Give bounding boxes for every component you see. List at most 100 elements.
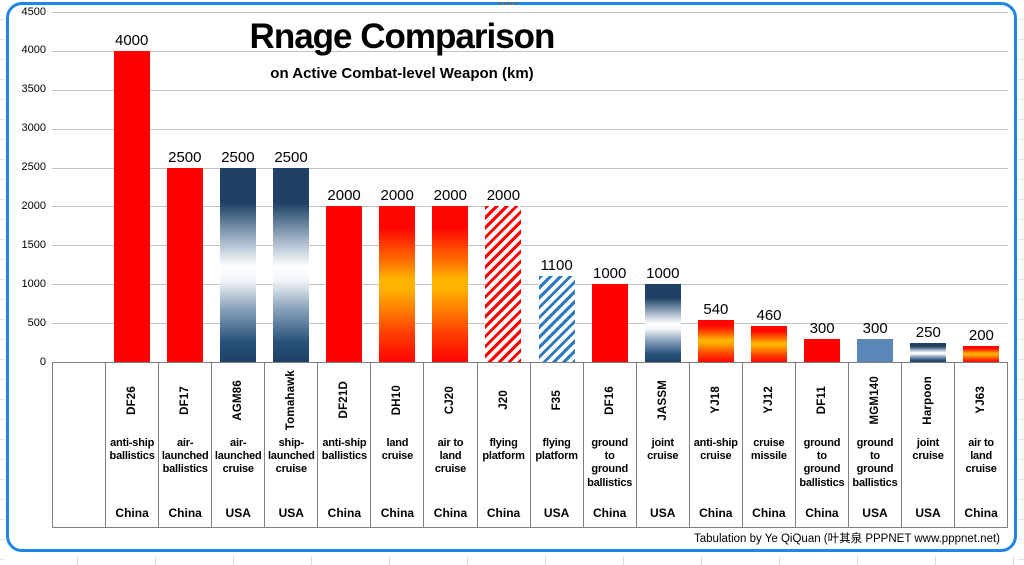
bar[interactable] <box>379 206 416 362</box>
table-column: YJ63 air to land cruise China <box>955 363 1009 527</box>
x-country-label: China <box>805 506 839 520</box>
table-column: Harpoon joint cruise USA <box>902 363 956 527</box>
y-tick-label: 2000 <box>21 199 46 212</box>
y-tick-label: 0 <box>39 355 46 368</box>
y-tick-label: 2500 <box>21 161 46 174</box>
gridline <box>52 206 1008 208</box>
bar-value-label: 2000 <box>486 187 521 205</box>
gridline <box>52 284 1008 286</box>
gridline <box>52 12 1008 13</box>
x-country-label: China <box>486 506 521 520</box>
bar-value-label: 1000 <box>593 265 627 283</box>
bar-value-label: 540 <box>703 301 729 318</box>
x-country-label: China <box>699 506 733 520</box>
bar[interactable] <box>857 338 894 362</box>
x-type-label: land cruise <box>381 437 414 463</box>
x-type-label: flying platform <box>535 437 578 463</box>
y-tick-label: 4000 <box>21 44 46 57</box>
x-axis-label-table: DF26 anti-ship ballistics China DF17 air- la… <box>52 362 1009 528</box>
x-type-label: ground to ground ballistics <box>587 437 633 489</box>
bar-value-label: 300 <box>862 319 888 337</box>
x-country-label: USA <box>225 506 251 520</box>
bar[interactable] <box>326 206 363 362</box>
sheet-gridlines-bottom <box>0 556 1024 565</box>
gridline <box>52 167 1008 169</box>
gridline <box>52 89 1008 91</box>
x-country-label: China <box>327 506 362 520</box>
x-country-label: China <box>380 506 415 520</box>
y-tick-label: 1500 <box>21 238 46 251</box>
x-country-label: China <box>168 506 202 520</box>
bar[interactable] <box>591 284 628 362</box>
bar-value-label: 4000 <box>115 31 149 49</box>
table-column: DF26 anti-ship ballistics China <box>106 363 160 527</box>
y-tick-label: 4500 <box>21 5 46 18</box>
bar[interactable] <box>751 326 787 362</box>
x-type-label: joint cruise <box>912 437 944 463</box>
table-column: DF17 air- launched ballistics China <box>159 363 213 527</box>
x-type-label: air to land cruise <box>965 437 997 476</box>
bar[interactable] <box>113 50 150 362</box>
table-column: F35 flying platform USA <box>531 363 584 527</box>
x-type-label: anti-ship ballistics <box>321 437 367 463</box>
gridline <box>52 128 1008 130</box>
chart-title: Rnage Comparison <box>249 17 556 56</box>
x-type-label: ground to ground ballistics <box>799 437 845 489</box>
sheet-gridlines-right <box>1018 0 1024 565</box>
table-column: DF21D anti-ship ballistics China <box>318 363 372 527</box>
x-type-label: air- launched ballistics <box>161 437 209 476</box>
table-column: YJ12 cruise missile China <box>743 363 796 527</box>
bar-value-label: 250 <box>915 323 941 341</box>
table-column: Tomahawk ship- launched cruise USA <box>265 363 319 527</box>
sheet-gridlines-left <box>0 0 5 565</box>
x-type-label: anti-ship ballistics <box>109 437 155 463</box>
gridline <box>52 323 1008 325</box>
bar[interactable] <box>963 346 1000 362</box>
table-column: DF16 ground to ground ballistics China <box>584 363 637 527</box>
bar-value-label: 2000 <box>433 187 467 205</box>
bar[interactable] <box>697 320 734 362</box>
x-type-label: cruise missile <box>750 437 787 463</box>
x-country-label: USA <box>915 506 941 520</box>
bar[interactable] <box>485 206 522 362</box>
x-country-label: USA <box>278 506 304 520</box>
x-type-label: ground to ground ballistics <box>852 437 898 489</box>
x-type-label: ship- launched cruise <box>267 437 315 476</box>
table-column: MGM140 ground to ground ballistics USA <box>849 363 902 527</box>
bar[interactable] <box>273 167 309 362</box>
bar[interactable] <box>219 167 256 362</box>
chart-subtitle: on Active Combat-level Weapon (km) <box>270 65 534 82</box>
bar[interactable] <box>166 167 203 362</box>
bar[interactable] <box>644 284 681 362</box>
table-column: AGM86 air- launched cruise USA <box>212 363 266 527</box>
x-type-label: anti-ship cruise <box>693 437 738 463</box>
x-country-label: USA <box>543 506 570 520</box>
attribution-text: Tabulation by Ye QiQuan (叶其泉 PPPNET www.… <box>694 533 1000 545</box>
chart-selection-border[interactable] <box>6 2 1017 552</box>
gridline <box>52 245 1008 247</box>
bar[interactable] <box>432 206 469 362</box>
y-tick-label: 500 <box>27 316 46 329</box>
empty-leading-column <box>53 363 107 527</box>
bar[interactable] <box>538 276 575 362</box>
x-country-label: USA <box>862 506 888 520</box>
gridline <box>52 50 1008 52</box>
x-country-label: USA <box>650 506 676 520</box>
bar-value-label: 200 <box>968 327 994 345</box>
bar[interactable] <box>804 338 841 362</box>
x-type-label: joint cruise <box>647 437 679 463</box>
x-type-label: air- launched cruise <box>214 437 262 476</box>
table-column: DH10 land cruise China <box>371 363 425 527</box>
y-tick-label: 3000 <box>21 122 46 135</box>
table-column: YJ18 anti-ship cruise China <box>690 363 743 527</box>
bar-value-label: 2500 <box>168 148 202 166</box>
bar[interactable] <box>910 342 947 362</box>
bar-value-label: 300 <box>809 319 835 337</box>
x-country-label: China <box>433 506 468 520</box>
x-type-label: flying platform <box>482 437 525 463</box>
x-type-label: air to land cruise <box>434 437 467 476</box>
bar-value-label: 460 <box>756 307 782 325</box>
bar-value-label: 1000 <box>646 265 680 283</box>
table-column: JASSM joint cruise USA <box>637 363 690 527</box>
